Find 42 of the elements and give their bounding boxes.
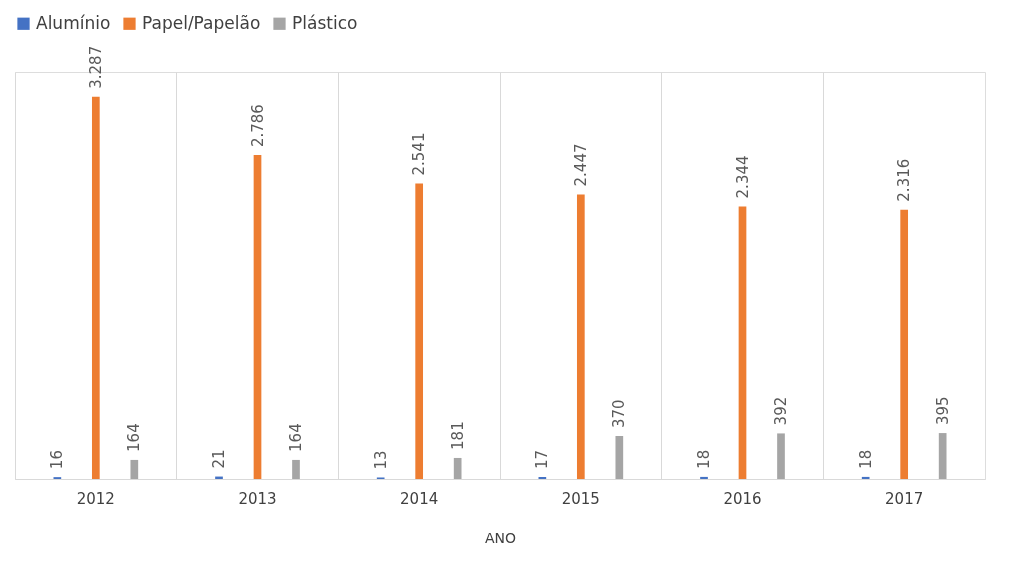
data-label: 17 [533,449,552,470]
data-label: 13 [371,450,390,470]
x-tick-label: 2012 [76,489,115,508]
x-tick-label: 2017 [885,489,924,508]
bar [700,476,708,479]
x-tick-label: 2013 [238,489,277,508]
bar [861,476,870,479]
data-label: 2.447 [571,143,590,187]
data-label: 2.786 [248,104,267,148]
data-label: 395 [933,396,952,426]
data-label: 181 [448,421,467,450]
bar [938,433,947,479]
bar [900,209,909,479]
bar [91,96,100,479]
bar [292,459,300,479]
legend-label: Plástico [292,12,358,33]
x-tick-label: 2015 [561,489,600,508]
bar [576,194,585,479]
bar [777,433,785,479]
data-label: 21 [210,449,229,469]
bar [253,155,262,479]
bar [453,457,462,479]
data-label: 18 [856,449,875,469]
x-tick-label: 2014 [400,489,439,508]
legend-label: Alumínio [36,12,111,33]
data-label: 164 [125,423,144,452]
data-label: 2.316 [895,158,914,202]
data-label: 2.541 [410,132,429,176]
x-axis-title: ANO [484,529,517,546]
data-label: 18 [695,449,714,469]
data-label: 16 [48,450,67,470]
bar [415,183,424,479]
bar [615,435,624,479]
legend-label: Papel/Papelão [142,12,261,33]
x-tick-label: 2016 [723,489,762,508]
data-label: 392 [771,396,790,426]
data-label: 3.287 [86,45,105,89]
bar [130,459,139,479]
data-label: 164 [286,423,305,452]
data-label: 2.344 [733,155,752,199]
bar [738,206,747,479]
data-label: 370 [610,399,629,428]
